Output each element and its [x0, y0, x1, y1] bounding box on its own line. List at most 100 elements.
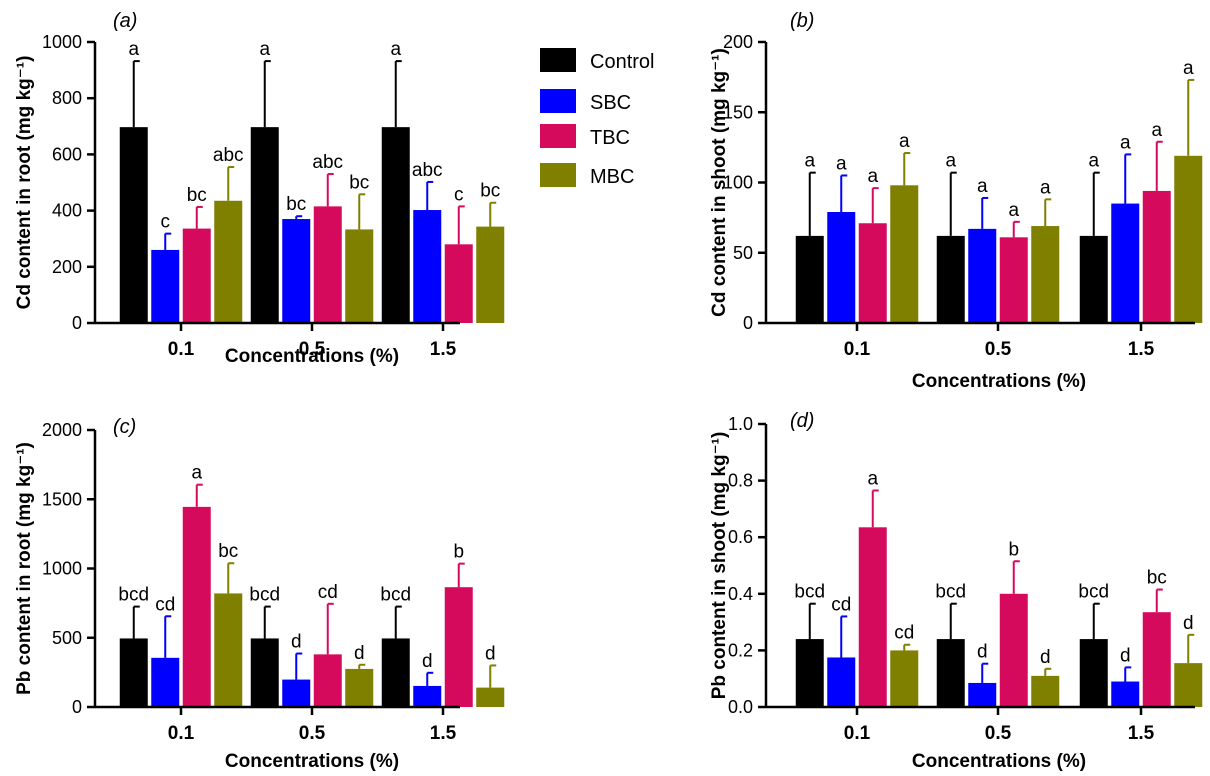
legend: Control SBC TBC MBC — [540, 48, 654, 188]
legend-label-tbc: TBC — [590, 127, 630, 149]
bar-control-0.1 — [119, 127, 148, 323]
significance-label: d — [1120, 645, 1131, 666]
bar-control-1.5 — [381, 127, 410, 323]
x-tick-label: 0.5 — [299, 339, 326, 360]
significance-label: a — [191, 463, 202, 484]
significance-label: bcd — [380, 585, 411, 606]
y-tick-label: 0.8 — [728, 471, 753, 491]
y-tick-label: 0.4 — [728, 584, 753, 604]
bar-tbc-1.5 — [1142, 612, 1171, 707]
significance-label: cd — [318, 582, 338, 603]
bar-mbc-0.1 — [890, 650, 919, 707]
significance-label: bcd — [794, 582, 825, 603]
y-tick-label: 0.6 — [728, 527, 753, 547]
x-tick-label: 1.5 — [430, 339, 457, 360]
bar-control-1.5 — [1079, 639, 1108, 707]
legend-swatch-tbc — [540, 124, 576, 148]
bar-mbc-0.5 — [345, 229, 374, 323]
legend-label-sbc: SBC — [590, 92, 631, 114]
bar-control-0.5 — [250, 127, 279, 323]
significance-label: bcd — [1078, 582, 1109, 603]
significance-label: bc — [1147, 568, 1167, 589]
significance-label: a — [977, 176, 988, 197]
significance-label: abc — [213, 145, 244, 166]
y-axis-title: Cd content in shoot (mg kg⁻¹) — [709, 48, 730, 317]
bar-tbc-0.1 — [182, 228, 211, 323]
legend-swatch-sbc — [540, 89, 576, 113]
x-tick-label: 0.1 — [168, 339, 195, 360]
x-tick-label: 1.5 — [1128, 339, 1155, 360]
panel-label: (c) — [113, 416, 136, 438]
bar-mbc-1.5 — [1174, 155, 1203, 323]
bar-control-1.5 — [381, 638, 410, 707]
y-tick-label: 0 — [743, 313, 753, 333]
x-tick-label: 0.1 — [168, 723, 195, 744]
significance-label: bc — [349, 172, 369, 193]
bar-tbc-0.1 — [858, 223, 887, 323]
legend-label-control: Control — [590, 51, 654, 73]
bar-mbc-1.5 — [476, 687, 505, 707]
significance-label: d — [485, 643, 496, 664]
y-tick-label: 200 — [723, 32, 753, 52]
bar-sbc-1.5 — [413, 685, 442, 707]
bar-mbc-0.5 — [345, 668, 374, 707]
x-tick-label: 1.5 — [1128, 723, 1155, 744]
legend-entry-mbc: MBC — [540, 163, 634, 188]
significance-label: bc — [286, 194, 306, 215]
significance-label: d — [422, 651, 433, 672]
x-tick-label: 0.5 — [299, 723, 326, 744]
bar-tbc-0.5 — [999, 593, 1028, 707]
bar-control-0.1 — [795, 235, 824, 323]
bar-mbc-0.5 — [1031, 675, 1060, 707]
legend-label-mbc: MBC — [590, 166, 634, 188]
significance-label: a — [259, 39, 270, 60]
significance-label: bc — [187, 185, 207, 206]
bar-mbc-0.1 — [890, 185, 919, 323]
bar-tbc-0.5 — [313, 654, 342, 707]
bar-mbc-0.1 — [214, 593, 243, 707]
bar-control-1.5 — [1079, 235, 1108, 323]
legend-entry-control: Control — [540, 48, 654, 73]
bar-control-0.5 — [250, 638, 279, 707]
x-tick-label: 0.1 — [844, 723, 871, 744]
bar-tbc-1.5 — [444, 587, 473, 707]
y-tick-label: 400 — [52, 201, 82, 221]
bar-sbc-0.1 — [827, 657, 856, 707]
y-tick-label: 2000 — [42, 420, 82, 440]
significance-label: cd — [831, 594, 851, 615]
bar-control-0.5 — [936, 235, 965, 323]
legend-swatch-mbc — [540, 163, 576, 187]
x-tick-label: 0.5 — [985, 723, 1012, 744]
y-axis-title: Cd content in root (mg kg⁻¹) — [14, 56, 35, 310]
y-tick-label: 1500 — [42, 489, 82, 509]
bar-tbc-1.5 — [1142, 190, 1171, 323]
bar-sbc-0.1 — [151, 249, 180, 323]
bar-mbc-1.5 — [476, 226, 505, 323]
bar-control-0.1 — [795, 639, 824, 707]
significance-label: a — [128, 39, 139, 60]
significance-label: d — [1183, 613, 1194, 634]
y-tick-label: 200 — [52, 257, 82, 277]
significance-label: a — [867, 469, 878, 490]
bar-tbc-0.1 — [182, 506, 211, 707]
significance-label: a — [390, 39, 401, 60]
y-tick-label: 0.2 — [728, 640, 753, 660]
significance-label: a — [1151, 120, 1162, 141]
significance-label: a — [1183, 58, 1194, 79]
significance-label: bc — [218, 541, 238, 562]
y-axis-title: Pb content in shoot (mg kg⁻¹) — [709, 432, 730, 700]
x-axis-title: Concentrations (%) — [912, 371, 1086, 392]
y-tick-label: 0 — [72, 697, 82, 717]
bar-mbc-0.5 — [1031, 226, 1060, 323]
panel-label: (a) — [113, 10, 137, 32]
significance-label: d — [977, 642, 988, 663]
bar-sbc-0.1 — [827, 212, 856, 323]
x-tick-label: 0.5 — [985, 339, 1012, 360]
bar-tbc-0.1 — [858, 527, 887, 707]
bar-sbc-0.1 — [151, 657, 180, 707]
y-tick-label: 1000 — [42, 559, 82, 579]
